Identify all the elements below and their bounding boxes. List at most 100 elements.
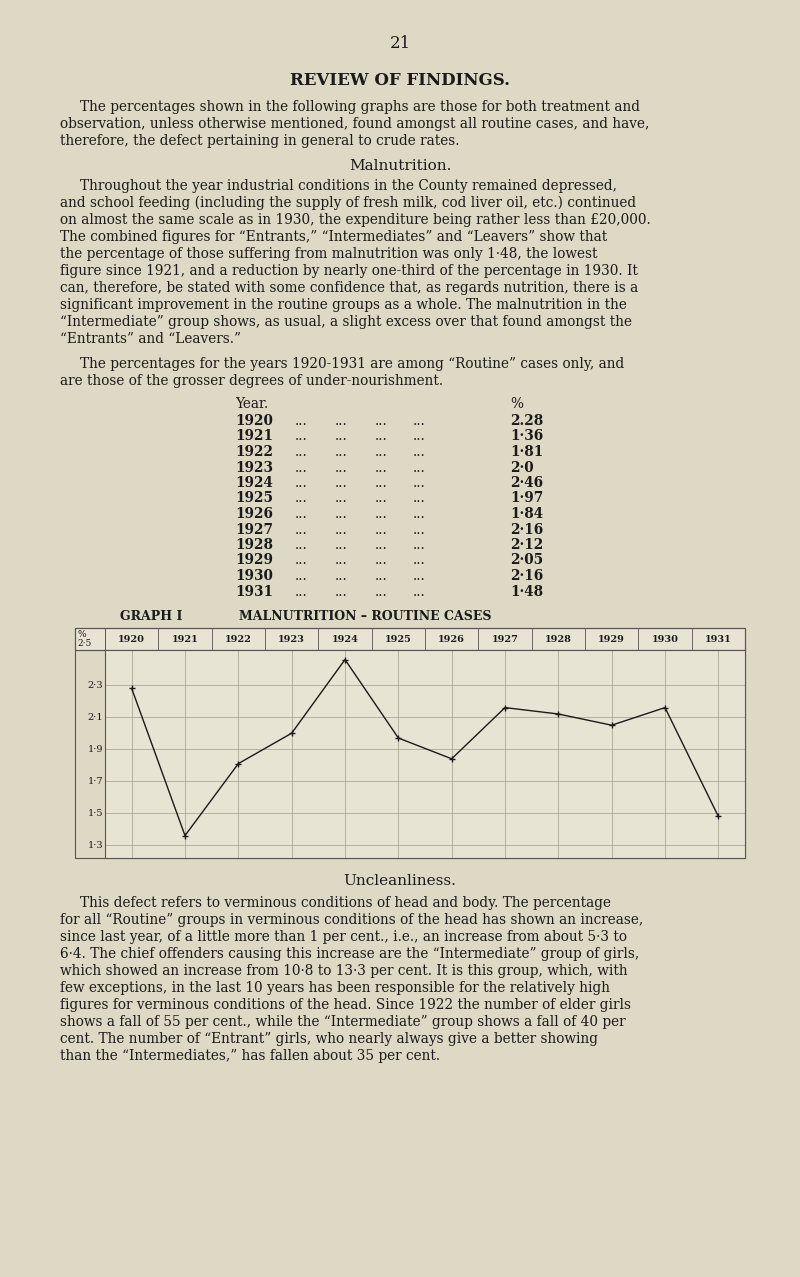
Text: This defect refers to verminous conditions of head and body. The percentage: This defect refers to verminous conditio… [80,896,611,911]
Text: 1929: 1929 [235,553,273,567]
Text: 1924: 1924 [235,476,273,490]
Text: since last year, of a little more than 1 per cent., i.e., an increase from about: since last year, of a little more than 1… [60,930,627,944]
Text: for all “Routine” groups in verminous conditions of the head has shown an increa: for all “Routine” groups in verminous co… [60,913,643,927]
Text: ...: ... [295,522,308,536]
Bar [75,628,745,858]
Text: ...: ... [295,414,308,428]
Text: 6·4. The chief offenders causing this increase are the “Intermediate” group of g: 6·4. The chief offenders causing this in… [60,948,639,962]
Text: “Entrants” and “Leavers.”: “Entrants” and “Leavers.” [60,332,241,346]
Text: can, therefore, be stated with some confidence that, as regards nutrition, there: can, therefore, be stated with some conf… [60,281,638,295]
Text: ...: ... [413,476,426,490]
Text: ...: ... [295,585,308,599]
Text: ...: ... [375,585,388,599]
Text: ...: ... [295,492,308,506]
Text: ...: ... [335,538,348,552]
Text: “Intermediate” group shows, as usual, a slight excess over that found amongst th: “Intermediate” group shows, as usual, a … [60,315,632,329]
Text: ...: ... [295,553,308,567]
Text: ...: ... [413,538,426,552]
Text: ...: ... [413,414,426,428]
Text: than the “Intermediates,” has fallen about 35 per cent.: than the “Intermediates,” has fallen abo… [60,1048,440,1062]
Text: 1925: 1925 [235,492,273,506]
Text: The percentages for the years 1920-1931 are among “Routine” cases only, and: The percentages for the years 1920-1931 … [80,358,624,372]
Text: ...: ... [295,476,308,490]
Text: ...: ... [375,522,388,536]
Text: 1920: 1920 [235,414,273,428]
Text: ...: ... [375,414,388,428]
Text: on almost the same scale as in 1930, the expenditure being rather less than £20,: on almost the same scale as in 1930, the… [60,213,650,227]
Text: ...: ... [295,507,308,521]
Text: figure since 1921, and a reduction by nearly one-third of the percentage in 1930: figure since 1921, and a reduction by ne… [60,264,638,278]
Text: 1·81: 1·81 [510,444,543,458]
Text: 1923: 1923 [235,461,273,475]
Text: ...: ... [335,461,348,475]
Text: 1929: 1929 [598,635,625,644]
Text: The percentages shown in the following graphs are those for both treatment and: The percentages shown in the following g… [80,100,640,114]
Text: 1·36: 1·36 [510,429,543,443]
Text: REVIEW OF FINDINGS.: REVIEW OF FINDINGS. [290,72,510,89]
Text: 1·84: 1·84 [510,507,543,521]
Text: ...: ... [335,492,348,506]
Text: 1922: 1922 [235,444,273,458]
Text: The combined figures for “Entrants,” “Intermediates” and “Leavers” show that: The combined figures for “Entrants,” “In… [60,230,607,244]
Text: ...: ... [335,507,348,521]
Text: and school feeding (including the supply of fresh milk, cod liver oil, etc.) con: and school feeding (including the supply… [60,195,636,211]
Text: GRAPH I: GRAPH I [120,610,182,623]
Text: ...: ... [295,538,308,552]
Text: ...: ... [335,429,348,443]
Text: observation, unless otherwise mentioned, found amongst all routine cases, and ha: observation, unless otherwise mentioned,… [60,117,650,132]
Text: 2·3: 2·3 [87,681,103,690]
Text: ...: ... [375,444,388,458]
Text: significant improvement in the routine groups as a whole. The malnutrition in th: significant improvement in the routine g… [60,298,627,312]
Text: Throughout the year industrial conditions in the County remained depressed,: Throughout the year industrial condition… [80,179,617,193]
Text: ...: ... [335,476,348,490]
Text: 1927: 1927 [235,522,273,536]
Text: ...: ... [375,461,388,475]
Text: 1930: 1930 [651,635,678,644]
Text: ...: ... [413,553,426,567]
Text: 1922: 1922 [225,635,252,644]
Text: ...: ... [335,553,348,567]
Text: which showed an increase from 10·8 to 13·3 per cent. It is this group, which, wi: which showed an increase from 10·8 to 13… [60,964,628,978]
Text: ...: ... [413,444,426,458]
Text: %: % [510,397,523,411]
Text: ...: ... [413,570,426,584]
Text: 1926: 1926 [235,507,273,521]
Text: ...: ... [413,522,426,536]
Text: 1931: 1931 [705,635,732,644]
Text: ...: ... [375,507,388,521]
Text: 1920: 1920 [118,635,145,644]
Text: 2·1: 2·1 [87,713,103,722]
Text: Uncleanliness.: Uncleanliness. [343,873,457,888]
Text: ...: ... [335,570,348,584]
Text: ...: ... [335,522,348,536]
Text: ...: ... [375,492,388,506]
Text: ...: ... [335,585,348,599]
Text: 1924: 1924 [331,635,358,644]
Text: ...: ... [375,553,388,567]
Text: 1931: 1931 [235,585,273,599]
Text: 2·46: 2·46 [510,476,543,490]
Text: MALNUTRITION – ROUTINE CASES: MALNUTRITION – ROUTINE CASES [238,610,491,623]
Text: Malnutrition.: Malnutrition. [349,160,451,172]
Text: 1926: 1926 [438,635,465,644]
Text: 1928: 1928 [545,635,572,644]
Text: therefore, the defect pertaining in general to crude rates.: therefore, the defect pertaining in gene… [60,134,459,148]
Text: 2·05: 2·05 [510,553,543,567]
Text: %: % [77,630,86,638]
Text: 1·3: 1·3 [87,840,103,849]
Bar [75,628,745,650]
Text: ...: ... [375,570,388,584]
Text: 1·5: 1·5 [87,808,103,817]
Text: ...: ... [413,492,426,506]
Text: ...: ... [413,507,426,521]
Text: 21: 21 [390,34,410,52]
Text: Year.: Year. [235,397,268,411]
Text: ...: ... [375,476,388,490]
Text: ...: ... [413,585,426,599]
Text: shows a fall of 55 per cent., while the “Intermediate” group shows a fall of 40 : shows a fall of 55 per cent., while the … [60,1015,626,1029]
Text: 1·9: 1·9 [87,744,103,753]
Text: 2·0: 2·0 [510,461,534,475]
Text: ...: ... [413,461,426,475]
Text: the percentage of those suffering from malnutrition was only 1·48, the lowest: the percentage of those suffering from m… [60,246,598,261]
Text: 2·12: 2·12 [510,538,543,552]
